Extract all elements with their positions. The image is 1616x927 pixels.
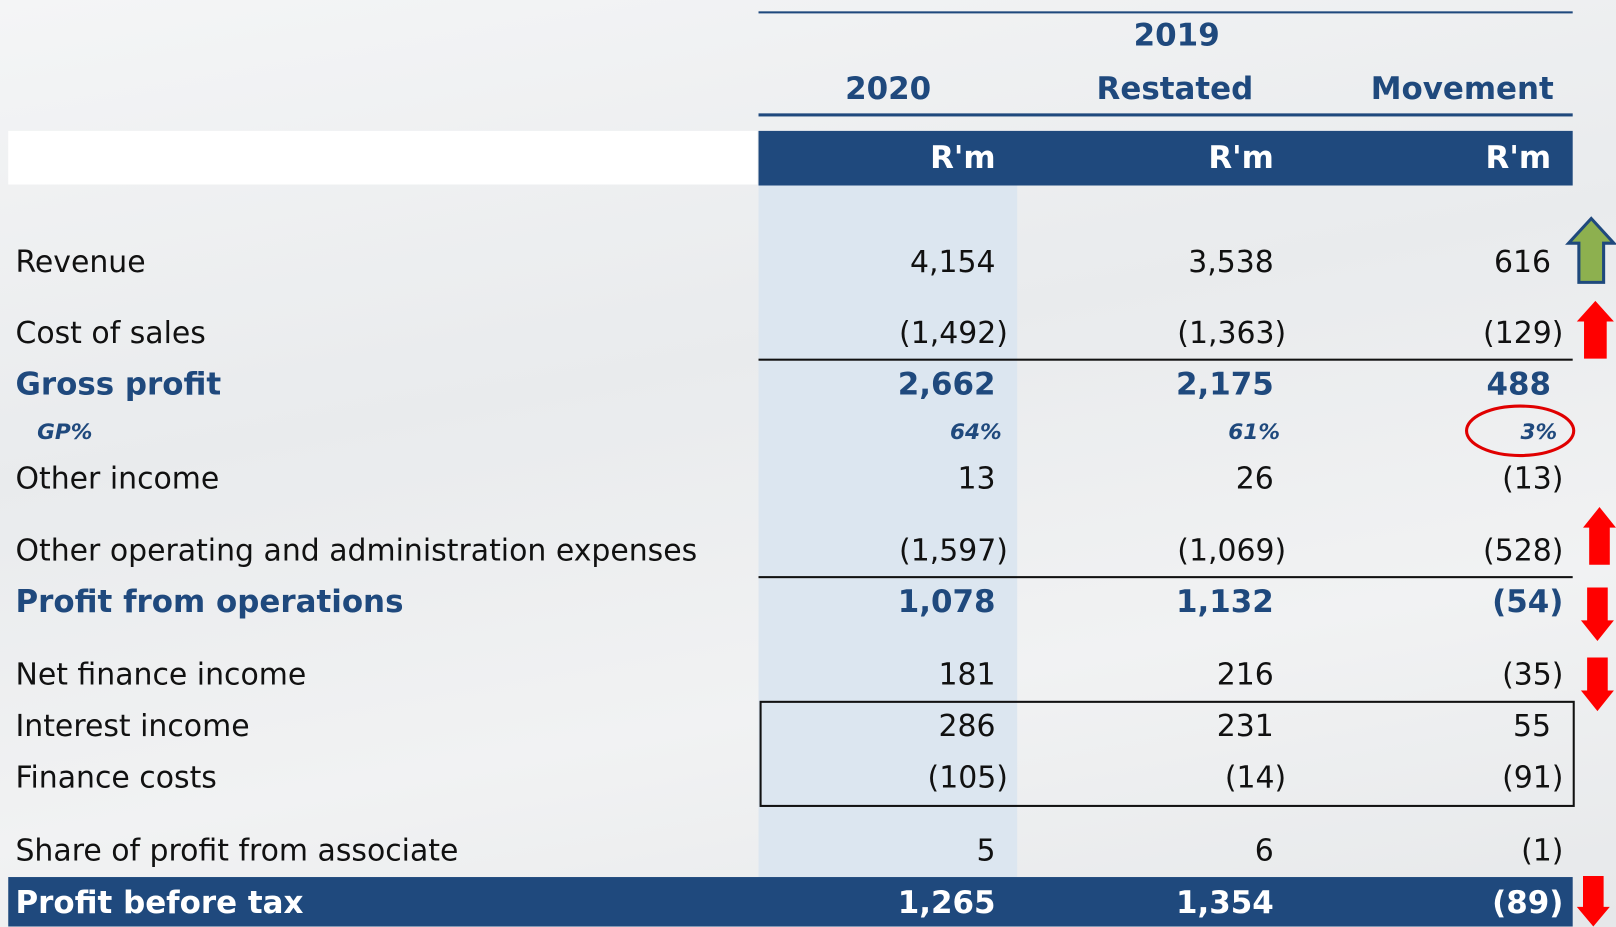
label-box — [8, 130, 758, 185]
cell-value: 5 — [976, 832, 996, 868]
down-arrow — [1580, 657, 1614, 712]
cell-value: 488 — [1486, 366, 1552, 403]
cell-value: 286 — [938, 708, 996, 744]
highlight-circle — [1464, 404, 1576, 458]
cell-value: (14) — [1224, 759, 1287, 795]
row-label: Profit from operations — [15, 584, 404, 621]
cell-value: 4,154 — [909, 244, 996, 280]
cell-value: 216 — [1216, 656, 1274, 692]
cell-value: 3,538 — [1188, 244, 1274, 280]
row-label: Other operating and administration expen… — [15, 532, 698, 568]
cell-value: 61% — [1228, 419, 1281, 445]
cell-value: (129) — [1483, 315, 1564, 351]
cell-value: 6 — [1254, 832, 1274, 868]
cell-value: 1,354 — [1176, 885, 1274, 922]
year-header: 2019 — [1133, 17, 1220, 54]
cell-value: (1,492) — [899, 315, 1008, 351]
cell-value: 3% — [1520, 419, 1558, 445]
cell-value: (91) — [1502, 759, 1564, 795]
cell-value: 55 — [1513, 708, 1552, 744]
header-rule — [758, 113, 1573, 117]
rule — [758, 576, 1573, 579]
cell-value: (1) — [1521, 832, 1564, 868]
row-label: Revenue — [15, 244, 146, 280]
row-label: Net finance income — [15, 656, 307, 692]
cell-value: (13) — [1502, 460, 1564, 496]
cell-value: 1,132 — [1176, 584, 1274, 621]
cell-value: 616 — [1493, 244, 1552, 280]
down-arrow — [1576, 876, 1610, 927]
cell-value: (1,363) — [1177, 315, 1287, 351]
row-label: Profit before tax — [15, 885, 304, 922]
year-header: 2020 — [845, 71, 932, 108]
row-label: Cost of sales — [15, 315, 206, 351]
year-header: Movement — [1370, 71, 1554, 108]
cell-value: 2,175 — [1176, 366, 1274, 403]
cell-value: 181 — [938, 656, 996, 692]
cell-value: (54) — [1492, 584, 1564, 621]
up-arrow — [1583, 507, 1616, 565]
unit-header: R'm — [930, 140, 996, 177]
cell-value: 26 — [1235, 460, 1274, 496]
up-arrow — [1565, 216, 1616, 284]
cell-value: (528) — [1483, 532, 1564, 568]
unit-header: R'm — [1208, 140, 1274, 177]
row-label: Share of profit from associate — [15, 832, 459, 868]
cell-value: (1,069) — [1177, 532, 1287, 568]
cell-value: 231 — [1216, 708, 1274, 744]
cell-value: (1,597) — [899, 532, 1008, 568]
finance-box — [759, 700, 1575, 807]
cell-value: (105) — [927, 759, 1008, 795]
row-label: GP% — [37, 419, 93, 445]
down-arrow — [1580, 587, 1614, 642]
rule — [758, 358, 1573, 361]
pbt-band — [8, 877, 1573, 927]
up-arrow — [1576, 300, 1614, 359]
row-label: Gross profit — [15, 366, 222, 403]
cell-value: 2,662 — [897, 366, 996, 403]
row-label: Other income — [15, 460, 220, 496]
cell-value: 1,078 — [897, 584, 996, 621]
year-header: Restated — [1096, 71, 1254, 108]
cell-value: 1,265 — [897, 885, 996, 922]
row-label: Interest income — [15, 708, 250, 744]
top-rule — [758, 11, 1573, 14]
unit-band — [758, 130, 1573, 186]
unit-header: R'm — [1485, 140, 1552, 177]
cell-value: (89) — [1492, 885, 1564, 922]
cell-value: 13 — [957, 460, 996, 496]
col-shade — [758, 185, 1018, 878]
cell-value: (35) — [1502, 656, 1564, 692]
cell-value: 64% — [949, 419, 1002, 445]
row-label: Finance costs — [15, 759, 217, 795]
